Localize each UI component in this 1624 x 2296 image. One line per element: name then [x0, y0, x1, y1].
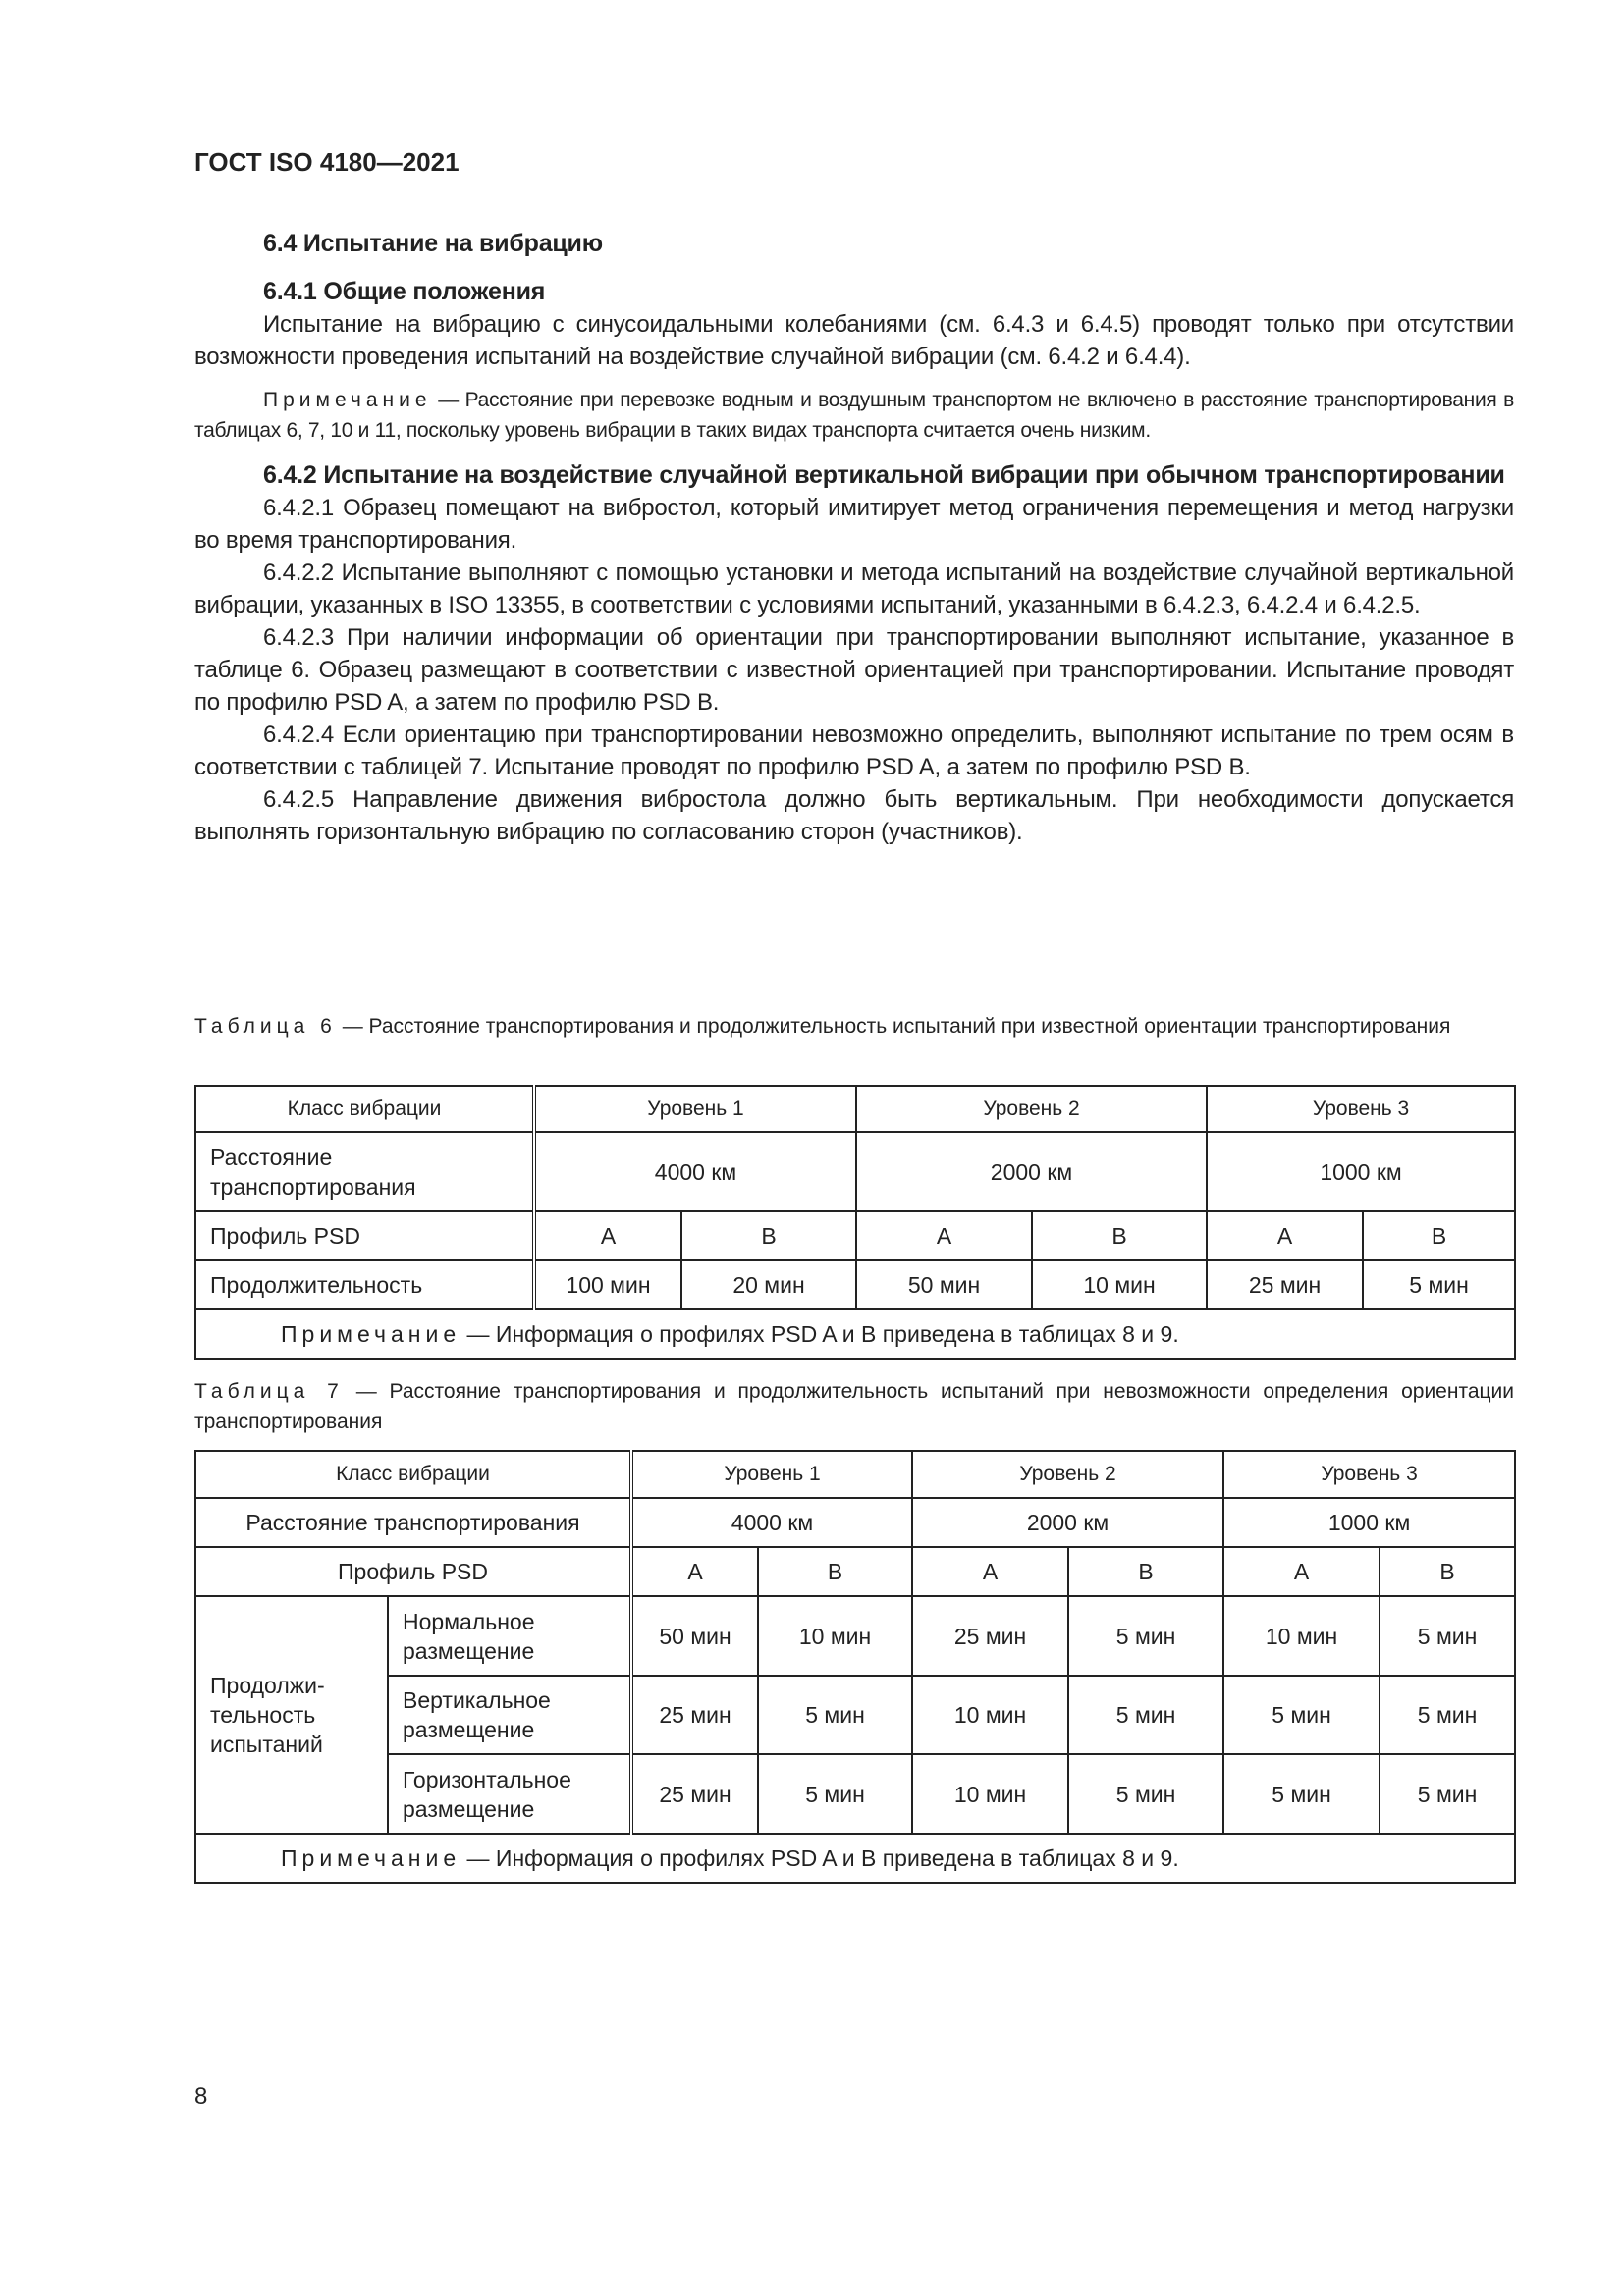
caption-text: — Расстояние транспортирования и продолж…	[194, 1380, 1514, 1433]
note-text: — Информация о профилях PSD A и B привед…	[460, 1845, 1179, 1871]
cell: 5 мин	[757, 1753, 914, 1835]
note-text: — Информация о профилях PSD A и B привед…	[460, 1321, 1179, 1347]
paragraph: 6.4.2.3 При наличии информации об ориент…	[194, 624, 1514, 716]
cell: 100 мин	[533, 1259, 682, 1310]
cell: 5 мин	[1222, 1753, 1381, 1835]
cell: A	[855, 1210, 1034, 1261]
paragraph: 6.4.2.1 Образец помещают на вибростол, к…	[194, 495, 1514, 554]
cell: 5 мин	[757, 1675, 914, 1755]
cell: 5 мин	[1067, 1753, 1225, 1835]
header-cell: Класс вибрации	[193, 1450, 634, 1499]
cell: 50 мин	[630, 1595, 760, 1677]
cell: 5 мин	[1067, 1595, 1225, 1677]
cell: 4000 км	[532, 1131, 858, 1212]
cell: 10 мин	[1222, 1595, 1381, 1677]
section-6-4: 6.4 Испытание на вибрацию 6.4.1 Общие по…	[194, 228, 1514, 848]
cell: B	[757, 1546, 914, 1597]
cell: B	[1362, 1210, 1517, 1261]
header-cell: Класс вибрации	[194, 1085, 536, 1133]
table6-caption: Таблица 6 — Расстояние транспортирования…	[194, 1011, 1514, 1041]
cell: 10 мин	[1031, 1259, 1209, 1310]
table-label: Таблица 7	[194, 1380, 344, 1403]
note-label: Примечание	[281, 1321, 461, 1347]
header-cell: Уровень 3	[1206, 1085, 1517, 1133]
cell: 5 мин	[1379, 1753, 1517, 1835]
row-label: Профиль PSD	[194, 1210, 536, 1261]
table7-caption: Таблица 7 — Расстояние транспортирования…	[194, 1376, 1514, 1437]
cell: B	[1031, 1210, 1209, 1261]
cell: A	[533, 1210, 682, 1261]
cell: A	[1206, 1210, 1365, 1261]
paragraph: 6.4.2.5 Направление движения вибростола …	[194, 786, 1514, 845]
cell: 5 мин	[1067, 1675, 1225, 1755]
note-text: — Расстояние при перевозке водным и возд…	[194, 389, 1514, 442]
row-label: Вертикальное размещение	[386, 1675, 634, 1755]
row-label: Нормальное размещение	[386, 1595, 634, 1677]
table-6: Класс вибрации Уровень 1 Уровень 2 Урове…	[193, 1085, 1517, 1360]
cell: B	[1067, 1546, 1225, 1597]
table-note: Примечание — Информация о профилях PSD A…	[193, 1308, 1517, 1360]
cell: 25 мин	[630, 1675, 760, 1755]
header-cell: Уровень 3	[1222, 1450, 1517, 1499]
cell: 25 мин	[911, 1595, 1070, 1677]
cell: A	[1222, 1546, 1381, 1597]
cell: 2000 км	[911, 1497, 1225, 1548]
row-label: Расстояние транспортирования	[193, 1497, 634, 1548]
paragraph: 6.4.2.2 Испытание выполняют с помощью ус…	[194, 560, 1514, 618]
cell: 25 мин	[1206, 1259, 1365, 1310]
subsection-title: 6.4.1 Общие положения	[263, 278, 546, 305]
cell: 5 мин	[1222, 1675, 1381, 1755]
section-title: 6.4 Испытание на вибрацию	[263, 230, 603, 257]
cell: 1000 км	[1222, 1497, 1517, 1548]
row-group-label: Продолжи-тельность испытаний	[194, 1595, 389, 1835]
cell: B	[679, 1210, 858, 1261]
cell: B	[1379, 1546, 1517, 1597]
caption-text: — Расстояние транспортирования и продолж…	[336, 1015, 1451, 1038]
row-label: Расстояние транспортирования	[194, 1131, 536, 1212]
note-label: Примечание	[263, 389, 432, 411]
cell: A	[911, 1546, 1070, 1597]
cell: 1000 км	[1206, 1131, 1517, 1212]
cell: 10 мин	[757, 1595, 914, 1677]
cell: A	[630, 1546, 760, 1597]
note-label: Примечание	[281, 1845, 461, 1871]
table-label: Таблица 6	[194, 1015, 337, 1038]
subsection-title: 6.4.2 Испытание на воздействие случайной…	[263, 461, 1505, 489]
header-cell: Уровень 2	[855, 1085, 1209, 1133]
cell: 20 мин	[679, 1259, 858, 1310]
cell: 10 мин	[911, 1675, 1070, 1755]
cell: 5 мин	[1379, 1675, 1517, 1755]
cell: 10 мин	[911, 1753, 1070, 1835]
table-7: Класс вибрации Уровень 1 Уровень 2 Урове…	[193, 1450, 1517, 1884]
cell: 2000 км	[855, 1131, 1209, 1212]
cell: 4000 км	[630, 1497, 914, 1548]
paragraph: 6.4.2.4 Если ориентацию при транспортиро…	[194, 721, 1514, 780]
page-number: 8	[194, 2083, 208, 2109]
row-label: Продолжительность	[194, 1259, 536, 1310]
cell: 5 мин	[1379, 1595, 1517, 1677]
header-cell: Уровень 1	[532, 1085, 858, 1133]
cell: 25 мин	[630, 1753, 760, 1835]
cell: 50 мин	[855, 1259, 1034, 1310]
document-header: ГОСТ ISO 4180—2021	[194, 147, 460, 177]
row-label: Горизонтальное размещение	[386, 1753, 634, 1835]
header-cell: Уровень 1	[630, 1450, 914, 1499]
note: Примечание — Расстояние при перевозке во…	[194, 385, 1514, 446]
table-note: Примечание — Информация о профилях PSD A…	[193, 1833, 1517, 1884]
row-label: Профиль PSD	[193, 1546, 634, 1597]
header-cell: Уровень 2	[911, 1450, 1225, 1499]
paragraph: Испытание на вибрацию с синусоидальными …	[194, 311, 1514, 370]
cell: 5 мин	[1362, 1259, 1517, 1310]
